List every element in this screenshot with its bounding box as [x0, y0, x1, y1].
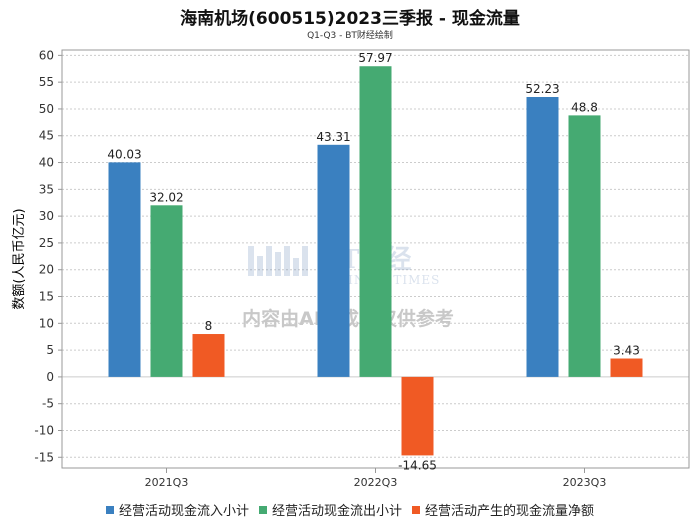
- y-tick-label: 60: [39, 48, 54, 62]
- legend-swatch-icon: [258, 505, 267, 514]
- data-label: 52.23: [525, 82, 559, 96]
- y-tick-label: 55: [39, 75, 54, 89]
- bar: [526, 96, 559, 377]
- y-tick-label: 0: [46, 370, 54, 384]
- bar: [610, 358, 643, 377]
- y-tick-label: 10: [39, 316, 54, 330]
- bar: [401, 376, 434, 456]
- data-label: 3.43: [613, 344, 640, 358]
- legend-swatch-icon: [412, 505, 420, 514]
- bar: [150, 205, 183, 377]
- bar: [568, 115, 601, 377]
- x-tick-label: 2022Q3: [354, 476, 398, 489]
- cash-flow-chart: BT财经 BUSINESSTIMES 内容由AI生成，仅供参考 60555045…: [12, 48, 690, 489]
- bar: [192, 334, 225, 377]
- data-label: 32.02: [149, 190, 183, 204]
- y-tick-label: 40: [39, 156, 54, 170]
- y-tick-label: -5: [42, 397, 54, 411]
- data-label: 40.03: [107, 147, 141, 161]
- legend-item[interactable]: 经营活动现金流入小计: [105, 500, 249, 519]
- bars: [108, 66, 643, 456]
- legend-item[interactable]: 经营活动产生的现金流量净额: [412, 500, 594, 519]
- y-tick-label: 5: [46, 343, 54, 357]
- bar-labels: 40.03 32.02 8 43.31 57.97 -14.65 52.23 48.8 3.43: [107, 51, 640, 472]
- legend-label: 经营活动现金流出小计: [271, 504, 402, 519]
- legend-label: 经营活动产生的现金流量净额: [425, 504, 595, 519]
- chart-subtitle: Q1-Q3 - BT财经绘制: [307, 31, 393, 41]
- y-tick-label: -15: [34, 450, 54, 464]
- chart-title: 海南机场(600515)2023三季报 - 现金流量: [180, 9, 520, 29]
- legend-item[interactable]: 经营活动现金流出小计: [258, 500, 402, 519]
- x-tick-label: 2023Q3: [563, 476, 607, 489]
- legend-swatch-icon: [105, 505, 114, 514]
- data-label: 57.97: [358, 51, 392, 65]
- bar: [359, 66, 392, 377]
- bar: [317, 144, 350, 377]
- legend: 经营活动现金流入小计 经营活动现金流出小计 经营活动产生的现金流量净额: [0, 500, 700, 519]
- y-tick-label: 30: [39, 209, 54, 223]
- data-label: 8: [205, 319, 213, 333]
- y-axis-label: 数额(人民币亿元): [12, 208, 27, 309]
- y-tick-label: -10: [34, 423, 54, 437]
- data-label: -14.65: [398, 458, 437, 472]
- y-tick-label: 45: [39, 129, 54, 143]
- y-tick-label: 50: [39, 102, 54, 116]
- y-tick-label: 15: [39, 290, 54, 304]
- y-tick-label: 25: [39, 236, 54, 250]
- bt-logo-icon: [248, 246, 308, 276]
- legend-label: 经营活动现金流入小计: [118, 504, 249, 519]
- bar: [108, 162, 141, 377]
- x-axis-ticks: 2021Q3 2022Q3 2023Q3: [145, 468, 607, 489]
- data-label: 43.31: [316, 130, 350, 144]
- x-tick-label: 2021Q3: [145, 476, 189, 489]
- data-label: 48.8: [571, 100, 598, 114]
- y-tick-label: 20: [39, 263, 54, 277]
- y-tick-label: 35: [39, 182, 54, 196]
